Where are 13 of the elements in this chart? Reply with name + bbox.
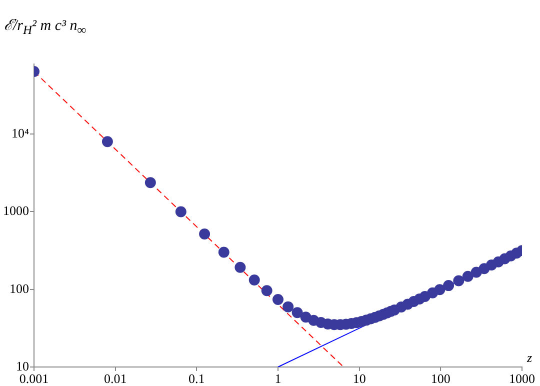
x-axis-title: z: [527, 350, 532, 366]
y-tick-label: 10⁴: [11, 126, 30, 141]
y-tick-label: 10: [16, 358, 29, 374]
x-tick-label: 0.01: [104, 371, 127, 386]
x-tick-label: 1: [274, 371, 282, 386]
y-tick-label: 1000: [3, 203, 29, 218]
x-tick-label: 0.1: [188, 371, 205, 386]
y-tick-label: 100: [10, 280, 29, 296]
x-tick-label: 100: [430, 371, 450, 386]
x-tick-label: 10: [352, 371, 366, 386]
y-axis-title: ℰ̇/r$_{H}$² m c³ n$_{∞}$: [4, 17, 86, 38]
x-tick-label: 0.001: [19, 371, 49, 386]
x-tick-label: 1000: [509, 371, 535, 386]
